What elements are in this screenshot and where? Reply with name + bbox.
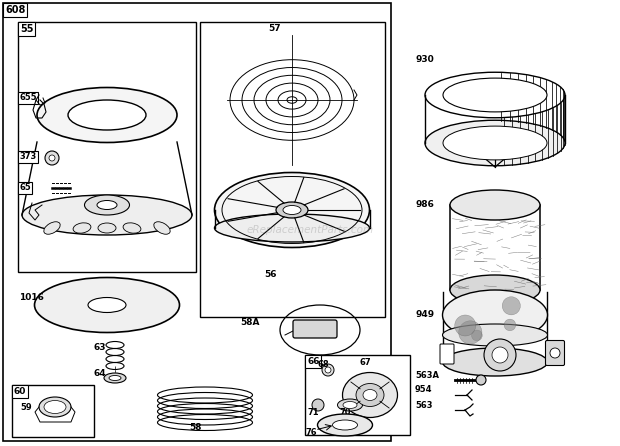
Text: 65: 65 bbox=[19, 183, 31, 192]
Ellipse shape bbox=[443, 78, 547, 112]
Circle shape bbox=[454, 315, 476, 336]
Circle shape bbox=[484, 339, 516, 371]
Circle shape bbox=[322, 364, 334, 376]
Text: 70: 70 bbox=[340, 408, 352, 417]
Ellipse shape bbox=[104, 373, 126, 383]
Text: 655: 655 bbox=[19, 93, 37, 102]
FancyBboxPatch shape bbox=[305, 355, 410, 435]
Circle shape bbox=[459, 321, 482, 344]
Text: 563A: 563A bbox=[415, 371, 439, 380]
Ellipse shape bbox=[443, 290, 547, 340]
Text: 66: 66 bbox=[307, 357, 319, 366]
Text: 373: 373 bbox=[19, 152, 36, 161]
Circle shape bbox=[312, 399, 324, 411]
Ellipse shape bbox=[443, 126, 547, 160]
Ellipse shape bbox=[37, 87, 177, 143]
Text: 64: 64 bbox=[93, 369, 105, 379]
Ellipse shape bbox=[97, 201, 117, 210]
Ellipse shape bbox=[35, 277, 180, 333]
Circle shape bbox=[45, 151, 59, 165]
Text: 76: 76 bbox=[305, 428, 317, 437]
Text: 68: 68 bbox=[318, 360, 330, 369]
Ellipse shape bbox=[44, 401, 66, 413]
FancyBboxPatch shape bbox=[546, 340, 564, 366]
Text: 67: 67 bbox=[360, 358, 371, 367]
Text: 57: 57 bbox=[268, 24, 281, 33]
Circle shape bbox=[476, 375, 486, 385]
Ellipse shape bbox=[450, 275, 540, 305]
Text: 58: 58 bbox=[188, 424, 202, 433]
Text: 58A: 58A bbox=[240, 318, 260, 327]
Text: 59: 59 bbox=[20, 402, 32, 412]
Circle shape bbox=[502, 297, 520, 315]
Circle shape bbox=[472, 330, 482, 341]
FancyBboxPatch shape bbox=[3, 3, 391, 441]
Ellipse shape bbox=[44, 222, 60, 234]
Circle shape bbox=[550, 348, 560, 358]
Ellipse shape bbox=[73, 223, 91, 233]
Ellipse shape bbox=[443, 348, 547, 376]
Text: 563: 563 bbox=[415, 401, 433, 409]
Circle shape bbox=[325, 367, 331, 373]
Ellipse shape bbox=[22, 195, 192, 235]
Ellipse shape bbox=[68, 100, 146, 130]
Text: 71: 71 bbox=[308, 408, 320, 417]
Text: 1016: 1016 bbox=[19, 293, 44, 302]
Ellipse shape bbox=[363, 389, 377, 401]
Circle shape bbox=[49, 155, 55, 161]
Ellipse shape bbox=[356, 384, 384, 406]
Ellipse shape bbox=[337, 399, 363, 411]
Text: 954: 954 bbox=[415, 385, 433, 395]
Text: 930: 930 bbox=[415, 55, 434, 64]
FancyBboxPatch shape bbox=[18, 22, 196, 272]
FancyBboxPatch shape bbox=[200, 22, 385, 317]
Ellipse shape bbox=[88, 297, 126, 313]
FancyBboxPatch shape bbox=[12, 385, 94, 437]
Circle shape bbox=[492, 347, 508, 363]
Ellipse shape bbox=[332, 420, 358, 430]
Text: 63: 63 bbox=[93, 343, 105, 352]
Ellipse shape bbox=[450, 190, 540, 220]
FancyBboxPatch shape bbox=[440, 344, 454, 364]
Text: 55: 55 bbox=[20, 24, 33, 34]
Circle shape bbox=[504, 319, 516, 331]
Ellipse shape bbox=[215, 173, 370, 248]
Ellipse shape bbox=[98, 223, 116, 233]
Ellipse shape bbox=[343, 401, 357, 409]
Ellipse shape bbox=[154, 222, 170, 234]
Ellipse shape bbox=[443, 324, 547, 346]
Text: 60: 60 bbox=[14, 387, 27, 396]
Ellipse shape bbox=[283, 206, 301, 215]
Text: eReplacementParts.com: eReplacementParts.com bbox=[246, 225, 374, 235]
Ellipse shape bbox=[215, 214, 370, 242]
Ellipse shape bbox=[39, 397, 71, 417]
Ellipse shape bbox=[276, 202, 308, 218]
Ellipse shape bbox=[84, 195, 130, 215]
Text: 949: 949 bbox=[415, 310, 434, 319]
Ellipse shape bbox=[317, 414, 373, 436]
Ellipse shape bbox=[123, 223, 141, 233]
Text: 608: 608 bbox=[5, 5, 25, 15]
Text: 56: 56 bbox=[264, 270, 277, 279]
Ellipse shape bbox=[109, 376, 121, 380]
FancyBboxPatch shape bbox=[293, 320, 337, 338]
Text: 986: 986 bbox=[415, 200, 434, 209]
Ellipse shape bbox=[342, 372, 397, 417]
Ellipse shape bbox=[425, 120, 565, 166]
